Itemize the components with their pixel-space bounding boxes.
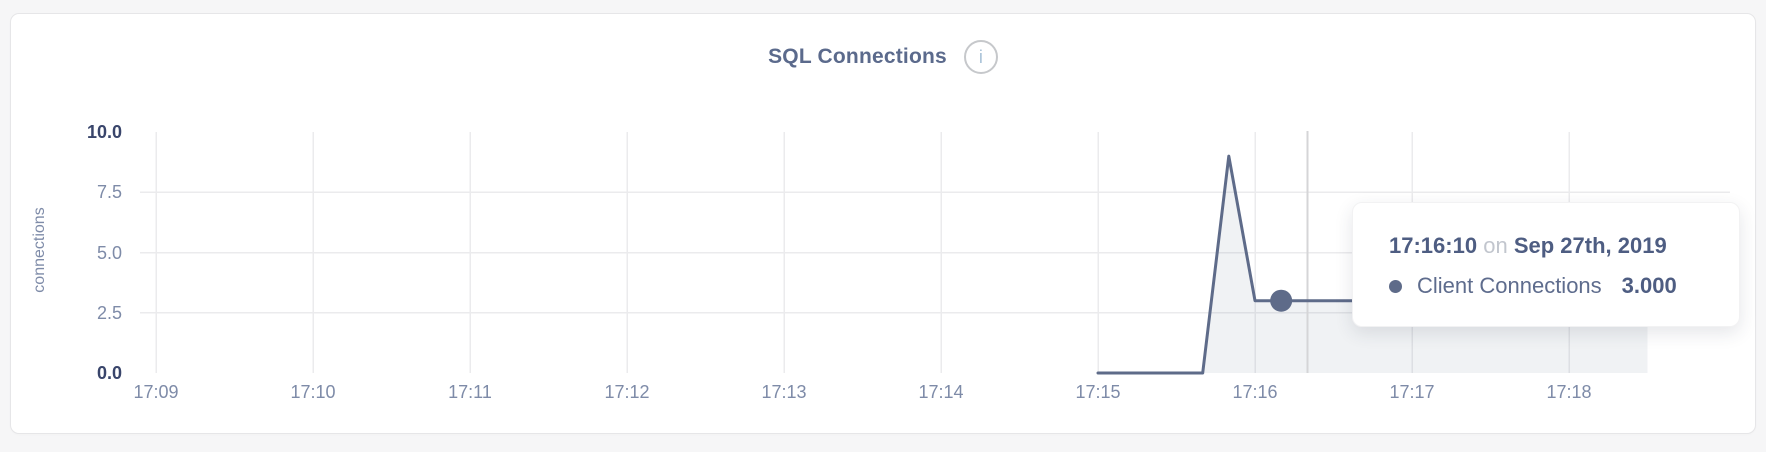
hover-point[interactable] [1270,289,1293,312]
tooltip-series-label: Client Connections [1417,273,1602,298]
tooltip-date: Sep 27th, 2019 [1513,233,1667,258]
series-bullet-icon [1389,279,1402,293]
tooltip-series-value: 3.000 [1621,273,1677,298]
hover-tooltip: 17:16:10 on Sep 27th, 2019 Client Connec… [1352,202,1740,327]
info-icon[interactable]: i [963,40,998,74]
tooltip-connector: on [1483,233,1508,258]
chart-title: SQL Connections [768,45,947,68]
tooltip-time: 17:16:10 [1389,233,1478,258]
chart-header: SQL Connections i [11,40,1755,74]
tooltip-series-row: Client Connections 3.000 [1389,273,1739,299]
tooltip-timestamp: 17:16:10 on Sep 27th, 2019 [1389,233,1739,259]
